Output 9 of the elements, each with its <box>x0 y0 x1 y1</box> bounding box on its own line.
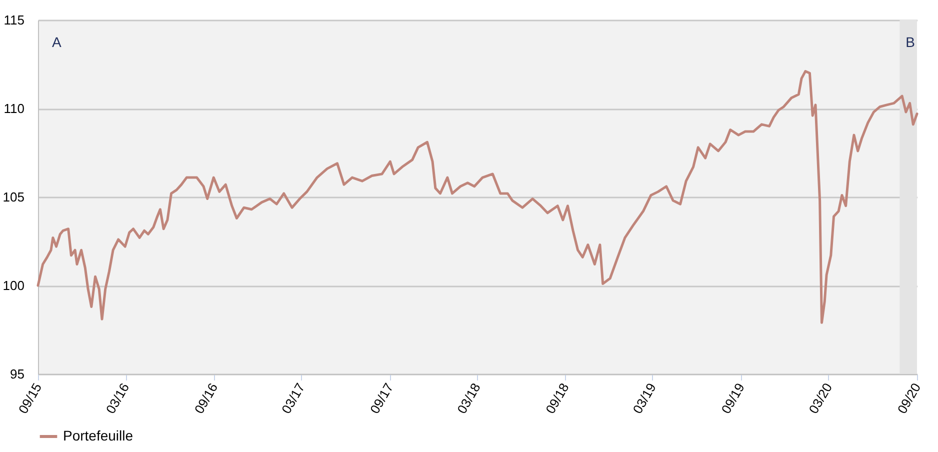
y-tick-label: 100 <box>2 278 24 293</box>
y-tick-label: 110 <box>4 101 24 116</box>
annotation: A <box>52 34 62 50</box>
band-label: B <box>906 34 915 50</box>
legend-label: Portefeuille <box>63 428 134 444</box>
y-tick-label: 115 <box>4 12 24 28</box>
line-series <box>36 70 918 324</box>
y-tick-label: 95 <box>10 366 24 382</box>
y-tick-label: 105 <box>2 190 24 204</box>
